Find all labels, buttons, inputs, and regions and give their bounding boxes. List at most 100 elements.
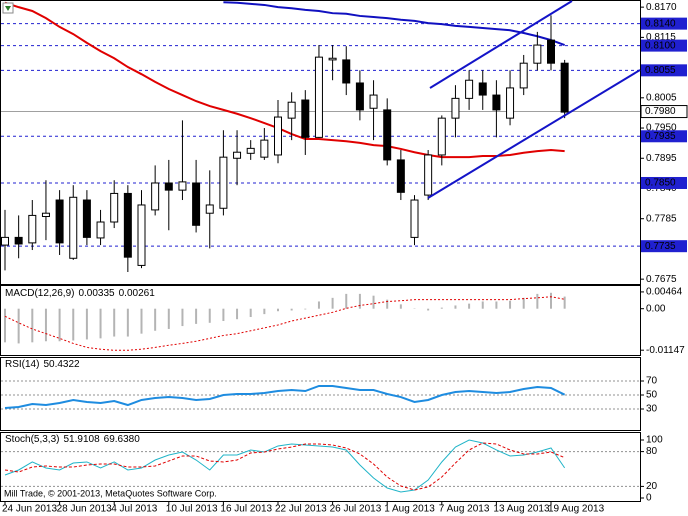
level-label-box — [641, 17, 687, 30]
price-panel-frame — [0, 0, 641, 285]
panel-readout: 0.00261 — [119, 288, 156, 299]
candle-body — [328, 57, 337, 61]
level-label-box — [641, 39, 687, 52]
candle-body — [192, 182, 201, 226]
level-label-box — [641, 130, 687, 143]
x-tick-label: 19 Aug 2013 — [548, 504, 605, 515]
candle-body — [437, 117, 446, 156]
candle-body — [123, 192, 132, 258]
y-tick-label: 20 — [646, 481, 658, 492]
panel-title: RSI(14) — [5, 359, 39, 370]
candle-body — [96, 221, 105, 239]
macd-panel-frame — [0, 285, 641, 356]
trend-channel — [427, 0, 641, 199]
candle-body — [233, 151, 242, 159]
y-tick-label: 0.8005 — [646, 92, 677, 103]
rsi-panel-frame — [0, 357, 641, 431]
candle-body — [28, 214, 37, 244]
candle-body — [342, 59, 351, 84]
candle-body — [205, 204, 214, 214]
panel-frames — [0, 0, 641, 502]
current-price-box — [640, 105, 688, 119]
level-label: 0.8140 — [645, 18, 676, 29]
candle-body — [82, 199, 91, 238]
level-label-box — [641, 64, 687, 77]
candle-body — [410, 199, 419, 238]
y-tick-label: 70 — [646, 376, 658, 387]
panel-readout: 0.00335 — [78, 288, 115, 299]
candle-body — [110, 192, 119, 223]
y-tick-label: 0 — [646, 493, 652, 504]
x-tick-label: 1 Aug 2013 — [384, 504, 435, 515]
x-tick-label: 26 Jul 2013 — [330, 504, 382, 515]
candle-body — [164, 182, 173, 191]
copyright: Mill Trade, © 2001-2013, MetaQuotes Soft… — [4, 488, 217, 498]
level-label: 0.8055 — [645, 65, 676, 76]
candle-body — [274, 116, 282, 156]
candle-body — [287, 101, 296, 119]
y-tick-label: 0.7675 — [646, 274, 677, 285]
y-tick-label: 0.8170 — [646, 2, 677, 13]
indicator-line — [4, 439, 566, 493]
candle-body — [14, 236, 23, 245]
candle-body — [260, 139, 269, 158]
indicator-line — [4, 1, 565, 159]
candle-body — [560, 62, 569, 113]
y-tick-label: -0.01147 — [646, 345, 685, 356]
candle-body — [465, 79, 474, 99]
y-tick-label: 0.8115 — [646, 32, 676, 43]
level-label: 0.7735 — [645, 241, 676, 252]
indicator-line — [4, 296, 565, 351]
candle-body — [533, 44, 542, 64]
indicator-line — [223, 1, 565, 47]
x-tick-label: 22 Jul 2013 — [275, 504, 327, 515]
candle-body — [246, 147, 255, 154]
y-tick-label: 30 — [646, 404, 658, 415]
candle-body — [478, 82, 487, 96]
x-tick-label: 4 Jul 2013 — [111, 504, 158, 515]
candle-body — [41, 212, 50, 218]
candle-body — [547, 39, 555, 64]
x-tick-label: 28 Jun 2013 — [57, 504, 112, 515]
stoch-panel-frame — [0, 432, 641, 502]
level-label-box — [641, 240, 687, 253]
panel-readout: 50.4322 — [43, 359, 80, 370]
candle-body — [151, 182, 160, 211]
y-tick-label: 0.00464 — [646, 287, 683, 298]
candle-body — [424, 154, 433, 196]
candle-body — [69, 196, 78, 259]
y-tick-label: 80 — [646, 446, 658, 457]
candle-body — [314, 56, 323, 138]
level-label: 0.7850 — [645, 178, 676, 189]
panel-readout: 51.9108 — [63, 434, 100, 445]
y-tick-label: 100 — [646, 435, 663, 446]
panel-label: RSI(14) 50.4322 — [5, 359, 80, 370]
x-tick-label: 7 Aug 2013 — [439, 504, 490, 515]
x-tick-label: 24 Jun 2013 — [2, 504, 57, 515]
y-tick-label: 50 — [646, 390, 658, 401]
candle-body — [137, 204, 146, 266]
candle-body — [451, 97, 460, 119]
level-label: 0.7935 — [645, 131, 676, 142]
candle-body — [1, 236, 9, 246]
current-price-label: 0.7980 — [645, 106, 676, 117]
y-tick-label: 0.7785 — [646, 213, 677, 224]
indicator-line — [4, 442, 565, 491]
x-tick-label: 10 Jul 2013 — [166, 504, 218, 515]
panel-title: Stoch(5,3,3) — [5, 434, 59, 445]
candle-body — [355, 82, 364, 111]
candle-body — [519, 62, 528, 89]
channel-upper-line — [429, 0, 573, 89]
candle-body — [55, 199, 64, 244]
icon-arrow — [5, 6, 11, 11]
x-tick-label: 13 Aug 2013 — [493, 504, 550, 515]
candle-body — [178, 181, 187, 191]
indicator-line — [4, 384, 566, 410]
level-label: 0.8100 — [645, 40, 676, 51]
channel-lower-line — [427, 69, 641, 199]
y-tick-label: 0.00 — [646, 303, 666, 314]
candle-body — [396, 159, 405, 193]
level-label-box — [641, 176, 687, 189]
y-tick-label: 0.7950 — [646, 123, 677, 134]
